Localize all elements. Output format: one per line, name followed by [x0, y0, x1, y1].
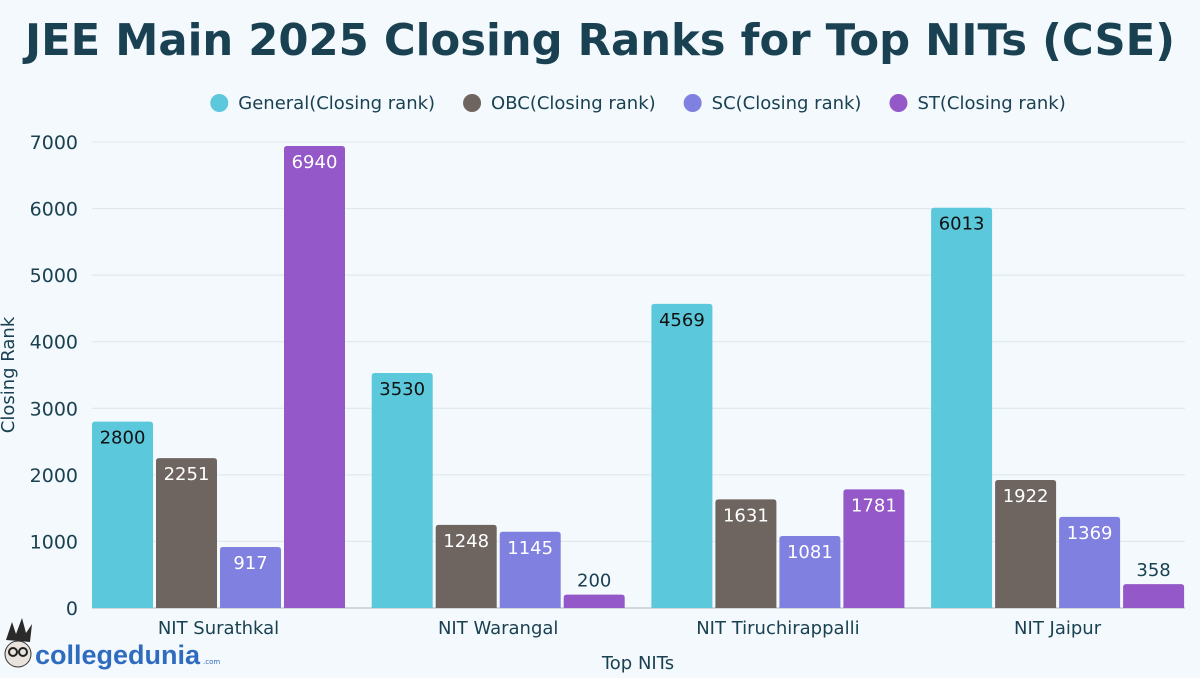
- y-axis-ticks: 0 1000 2000 3000 4000 5000 6000 7000: [30, 132, 78, 620]
- data-label: 1922: [1003, 486, 1049, 507]
- legend-swatch: [210, 94, 229, 112]
- legend-swatch: [463, 94, 482, 112]
- y-axis-label: Closing Rank: [0, 316, 19, 433]
- x-axis-ticks: NIT Surathkal NIT Warangal NIT Tiruchirapp…: [158, 618, 1102, 639]
- bar: [220, 546, 281, 608]
- y-tick-label: 0: [66, 598, 78, 620]
- bar: [371, 373, 433, 608]
- y-tick-label: 3000: [30, 398, 78, 420]
- bar: [499, 531, 561, 608]
- bar: [563, 594, 625, 608]
- data-label: 2800: [100, 428, 146, 449]
- bars: 2800 2251 917 6940 3530 1248 1145 200 4569 1631 10…: [92, 145, 1185, 608]
- data-label: 1081: [787, 542, 833, 563]
- logo-suffix: .com: [203, 658, 220, 666]
- data-label: 917: [233, 553, 267, 574]
- bar: [779, 536, 841, 608]
- chart-title: JEE Main 2025 Closing Ranks for Top NITs…: [22, 15, 1175, 66]
- y-tick-label: 6000: [30, 199, 78, 221]
- x-tick-label: NIT Warangal: [438, 618, 558, 639]
- data-label: 2251: [164, 464, 210, 485]
- data-label: 1631: [723, 505, 769, 526]
- x-tick-label: NIT Jaipur: [1014, 618, 1102, 639]
- bar: [1123, 584, 1185, 608]
- x-axis-label: Top NITs: [601, 653, 674, 674]
- legend-swatch: [683, 94, 702, 112]
- y-tick-label: 1000: [30, 531, 78, 553]
- data-label: 1248: [443, 531, 489, 552]
- legend: General(Closing rank) OBC(Closing rank) SC…: [210, 93, 1066, 114]
- bar: [435, 524, 497, 608]
- bar: [156, 458, 217, 608]
- data-label: 6940: [292, 152, 338, 173]
- data-label: 3530: [379, 379, 425, 400]
- data-label: 4569: [659, 310, 705, 331]
- bar: [931, 207, 993, 608]
- logo-text: collegedunia: [35, 640, 201, 670]
- x-tick-label: NIT Tiruchirappalli: [696, 618, 859, 639]
- bar: [995, 480, 1057, 608]
- data-label: 1369: [1067, 523, 1113, 544]
- x-tick-label: NIT Surathkal: [158, 618, 279, 639]
- data-label: 6013: [939, 214, 985, 235]
- mascot-icon: [4, 618, 32, 668]
- y-tick-label: 4000: [30, 332, 78, 354]
- bar: [715, 499, 777, 608]
- bar: [92, 421, 153, 608]
- bar: [284, 145, 345, 608]
- data-label: 1781: [851, 495, 897, 516]
- legend-label: SC(Closing rank): [712, 93, 862, 114]
- y-tick-label: 7000: [30, 132, 78, 154]
- y-tick-label: 5000: [30, 265, 78, 287]
- data-label: 1145: [507, 538, 553, 559]
- data-label: 358: [1136, 560, 1170, 581]
- legend-swatch: [889, 94, 908, 112]
- data-label: 200: [577, 571, 611, 592]
- legend-label: ST(Closing rank): [917, 93, 1065, 114]
- bar: [1059, 516, 1121, 608]
- y-tick-label: 2000: [30, 465, 78, 487]
- bar: [651, 303, 713, 608]
- bar: [843, 489, 905, 608]
- legend-label: OBC(Closing rank): [491, 93, 656, 114]
- legend-label: General(Closing rank): [238, 93, 435, 114]
- collegedunia-logo: collegedunia .com: [4, 618, 220, 670]
